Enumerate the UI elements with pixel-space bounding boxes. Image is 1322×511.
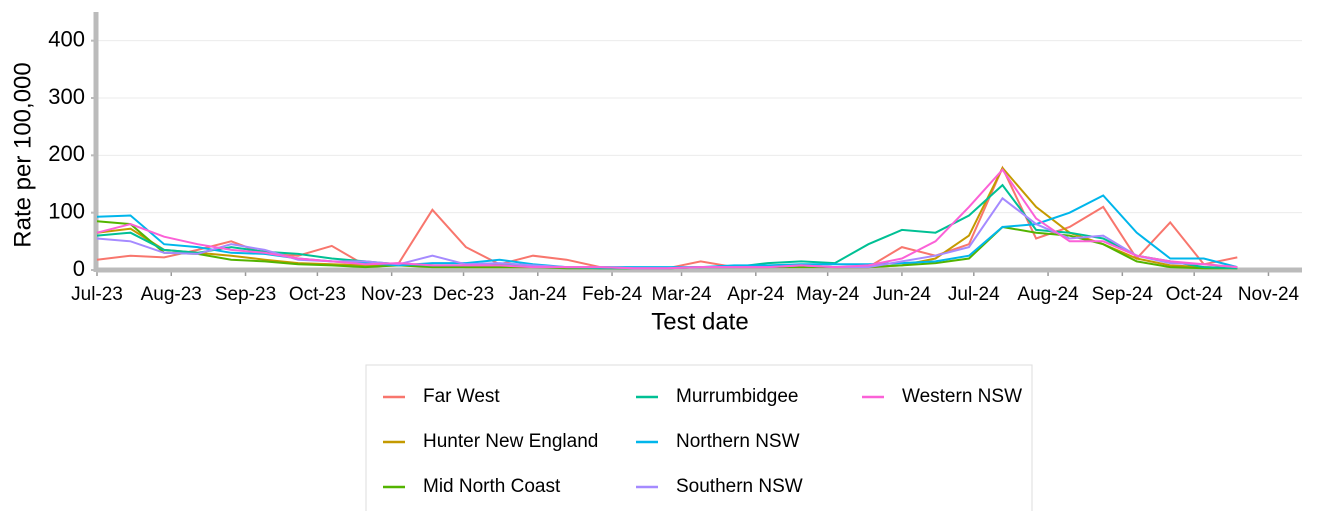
y-tick-label: 400: [48, 26, 85, 51]
x-tick-label: May-24: [796, 284, 860, 305]
x-tick-label: Aug-24: [1017, 284, 1079, 305]
x-tick-label: Nov-24: [1238, 284, 1300, 305]
x-tick-label: Jul-23: [71, 284, 123, 305]
x-tick-label: Aug-23: [141, 284, 202, 305]
legend-label: Southern NSW: [676, 476, 803, 497]
x-tick-label: Oct-23: [289, 284, 346, 305]
legend-label: Murrumbidgee: [676, 386, 799, 407]
legend-label: Hunter New England: [423, 431, 598, 452]
x-tick-label: Apr-24: [727, 284, 784, 305]
legend-box: [365, 364, 1033, 511]
legend-label: Far West: [423, 386, 500, 407]
series-line: [96, 183, 1238, 270]
x-tick-label: Sep-24: [1092, 284, 1154, 305]
series-line: [96, 168, 1238, 270]
x-tick-label: Jul-24: [948, 284, 1000, 305]
legend-label: Western NSW: [902, 386, 1022, 407]
x-tick-label: Oct-24: [1166, 284, 1223, 305]
y-tick-label: 0: [73, 256, 85, 281]
y-tick-label: 100: [48, 198, 85, 223]
x-tick-label: Dec-23: [433, 284, 494, 305]
y-tick-label: 300: [48, 84, 85, 109]
x-tick-label: Feb-24: [582, 284, 643, 305]
x-tick-label: Jan-24: [509, 284, 568, 305]
x-tick-label: Mar-24: [651, 284, 712, 305]
x-tick-label: Nov-23: [361, 284, 422, 305]
legend-label: Northern NSW: [676, 431, 800, 452]
y-tick-label: 200: [48, 141, 85, 166]
legend-label: Mid North Coast: [423, 476, 561, 497]
x-tick-label: Jun-24: [873, 284, 932, 305]
y-axis-title: Rate per 100,000: [9, 62, 36, 247]
x-axis-title: Test date: [651, 308, 748, 335]
x-tick-label: Sep-23: [215, 284, 276, 305]
